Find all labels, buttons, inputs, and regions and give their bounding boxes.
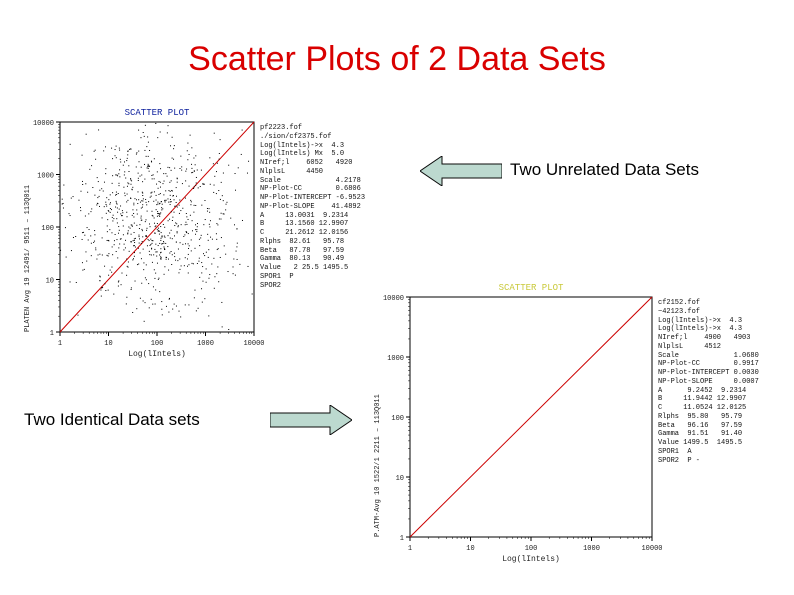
svg-text:10: 10: [46, 278, 54, 286]
scatter-plot-unrelated: SCATTER PLOT 1 10 100 1000 10000 1 10 100 1000 100…: [22, 100, 372, 360]
page-title: Scatter Plots of 2 Data Sets: [0, 40, 794, 79]
svg-text:100: 100: [41, 225, 54, 233]
y-axis-outer-label: P.ATM-Avg 10 1522/1 2211 – 113Q011: [374, 297, 382, 537]
svg-text:1: 1: [408, 545, 412, 553]
stats-block: pf2223.fof ./sion/cf2375.fof Log(lIntels…: [260, 124, 370, 290]
svg-text:10000: 10000: [243, 340, 264, 348]
svg-text:1: 1: [58, 340, 62, 348]
svg-text:1: 1: [400, 535, 404, 543]
svg-text:SCATTER PLOT: SCATTER PLOT: [499, 283, 564, 293]
svg-text:10: 10: [466, 545, 474, 553]
svg-text:100: 100: [151, 340, 164, 348]
svg-text:10000: 10000: [383, 295, 404, 303]
svg-text:10000: 10000: [33, 120, 54, 128]
svg-text:10000: 10000: [641, 545, 662, 553]
caption-identical: Two Identical Data sets: [24, 410, 200, 430]
svg-text:Log(lIntels): Log(lIntels): [502, 555, 560, 564]
svg-text:1000: 1000: [37, 173, 54, 181]
y-axis-outer-label: PLATEN Avg 19 12491/ 9511 – 113Q011: [24, 122, 32, 332]
svg-text:1: 1: [50, 330, 54, 338]
svg-text:Log(lIntels): Log(lIntels): [128, 350, 186, 359]
svg-text:SCATTER PLOT: SCATTER PLOT: [125, 108, 190, 118]
scatter-plot-identical: SCATTER PLOT 1 10 100 1000 10000 1 10 100 1000 100…: [372, 275, 772, 565]
arrow-left-icon: [420, 156, 502, 186]
svg-text:10: 10: [396, 475, 404, 483]
svg-text:1000: 1000: [387, 355, 404, 363]
svg-text:10: 10: [104, 340, 112, 348]
svg-text:100: 100: [391, 415, 404, 423]
arrow-right-icon: [270, 405, 352, 435]
svg-text:1000: 1000: [583, 545, 600, 553]
svg-text:100: 100: [525, 545, 538, 553]
stats-block: cf2152.fof ~42123.fof Log(lIntels)->x 4.…: [658, 299, 770, 465]
svg-text:1000: 1000: [197, 340, 214, 348]
caption-unrelated: Two Unrelated Data Sets: [510, 160, 699, 180]
